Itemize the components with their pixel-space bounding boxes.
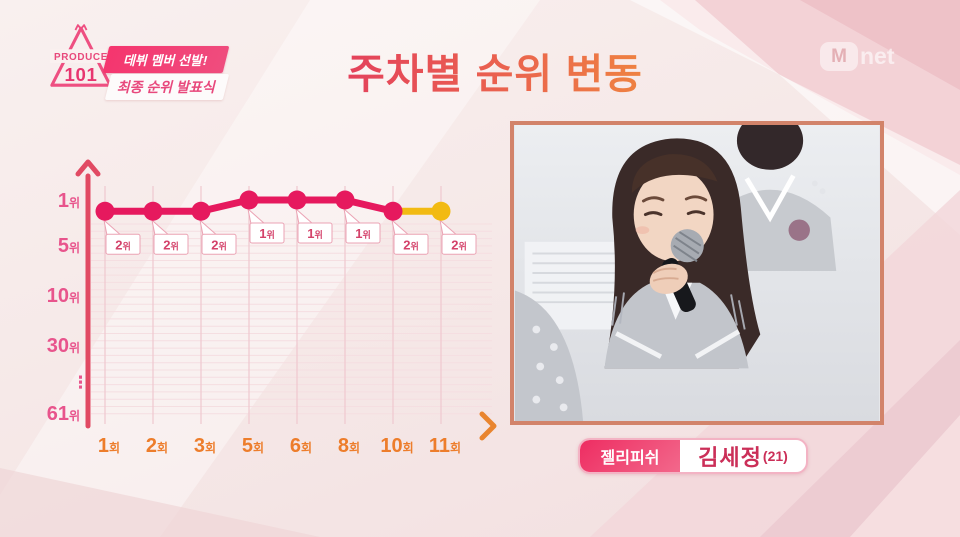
x-tick-label: 3회 (194, 435, 216, 457)
point-label: 2위 (403, 237, 419, 252)
y-tick-label: 1위 (58, 190, 80, 212)
logo-text-produce: PRODUCE (54, 52, 108, 63)
contestant-figure (604, 138, 761, 369)
produce101-logo-svg: PRODUCE 101 (50, 24, 112, 87)
contestant-photo-frame (510, 121, 884, 425)
bg-triangle-corner (800, 0, 960, 90)
callout-box (441, 233, 477, 255)
point-label: 2위 (163, 237, 179, 252)
contestant-bangs (631, 154, 718, 194)
axes (75, 159, 497, 441)
y-tick-label: 10위 (47, 285, 80, 307)
callout-tail (199, 218, 219, 236)
y-tick-label: 30위 (47, 335, 80, 357)
callout-box (201, 233, 237, 255)
data-point (383, 201, 403, 221)
bg-triangle-bottomleft (0, 468, 320, 537)
callout-box (105, 233, 141, 255)
x-tick-label: 5회 (242, 435, 264, 457)
logo-band (50, 49, 112, 63)
stage-decor-left (514, 290, 584, 421)
y-axis-ellipsis: ⋮ (72, 373, 89, 392)
ribbon-debut-selection: 데뷔 멤버 선발! (102, 46, 230, 73)
point-callouts: 2위 2위 2위 1위 1위 1위 2위 2위 (103, 207, 477, 255)
callout-tail (247, 207, 267, 225)
callout-box (345, 222, 381, 244)
grid-horizontal (91, 223, 492, 415)
page-title: 주차별 순위 변동 (290, 40, 700, 100)
point-label: 1위 (259, 226, 275, 241)
contestant-age: (21) (762, 448, 788, 464)
blush-left (635, 226, 650, 235)
agency-badge: 젤리피쉬 (580, 440, 680, 472)
point-label: 1위 (307, 226, 323, 241)
uniform-trim (615, 329, 741, 359)
logo-text-101: 101 (65, 64, 98, 85)
mnet-logo: M net (820, 42, 895, 71)
point-label: 1위 (355, 226, 371, 241)
callout-tail (391, 218, 411, 236)
grid-vertical (104, 186, 442, 424)
data-points (95, 190, 451, 221)
callout-tail (343, 207, 363, 225)
callout-tail (439, 218, 459, 236)
x-tick-label: 8회 (338, 435, 360, 457)
x-tick-label: 10회 (380, 435, 413, 457)
point-label: 2위 (115, 237, 131, 252)
callout-tail (103, 218, 123, 236)
x-tick-label: 6회 (290, 435, 312, 457)
contestant-name-banner: 젤리피쉬 김세정 (21) (578, 438, 808, 474)
point-label: 2위 (451, 237, 467, 252)
callout-box (297, 222, 333, 244)
x-tick-label: 1회 (98, 435, 120, 457)
ribbon-final-announcement: 최종 순위 발표식 (104, 74, 230, 100)
x-tick-label: 11회 (429, 435, 461, 457)
shoulder-fringe (611, 292, 746, 330)
x-tick-labels: 1회 2회 3회 5회 6회 8회 10회 11회 (98, 435, 461, 457)
contestant-name-group: 김세정 (21) (680, 440, 806, 472)
data-point (431, 201, 451, 221)
data-point (143, 201, 163, 221)
callout-box (153, 233, 189, 255)
y-tick-label: 61위 (47, 403, 80, 425)
rank-chart-svg: 2위 2위 2위 1위 1위 1위 2위 2위 1위 5위 10위 30위 61위 ⋮ 1회 2회 3회 5회 6회… (47, 159, 497, 457)
y-tick-label: 5위 (58, 235, 80, 257)
x-tick-label: 2회 (146, 435, 168, 457)
hand-fingers (652, 267, 679, 282)
data-point (239, 190, 259, 210)
mnet-m-icon: M (820, 42, 858, 71)
bg-triangle-br-light (850, 415, 960, 537)
y-axis-arrow-icon (75, 159, 101, 177)
contestant-photo-illustration (514, 125, 880, 421)
callout-box (249, 222, 285, 244)
header-ribbon: 데뷔 멤버 선발! 최종 순위 발표식 (102, 46, 230, 100)
mnet-net-text: net (860, 43, 895, 69)
data-point (287, 190, 307, 210)
callout-tail (151, 218, 171, 236)
contestant-brows (641, 195, 708, 203)
contestant-eyes (643, 210, 706, 217)
contestant-name: 김세정 (698, 445, 762, 470)
data-point (191, 201, 211, 221)
data-point (335, 190, 355, 210)
callout-box (393, 233, 429, 255)
bg-light-band (0, 0, 540, 537)
x-axis-arrow-icon (479, 411, 497, 441)
point-label: 2위 (211, 237, 227, 252)
callout-tail (295, 207, 315, 225)
rank-chart: 2위 2위 2위 1위 1위 1위 2위 2위 1위 5위 10위 30위 61위 ⋮ 1회 2회 3회 5회 6회… (40, 158, 520, 470)
data-point (95, 201, 115, 221)
produce101-logo: PRODUCE 101 (50, 22, 112, 92)
y-tick-labels: 1위 5위 10위 30위 61위 (47, 190, 80, 425)
